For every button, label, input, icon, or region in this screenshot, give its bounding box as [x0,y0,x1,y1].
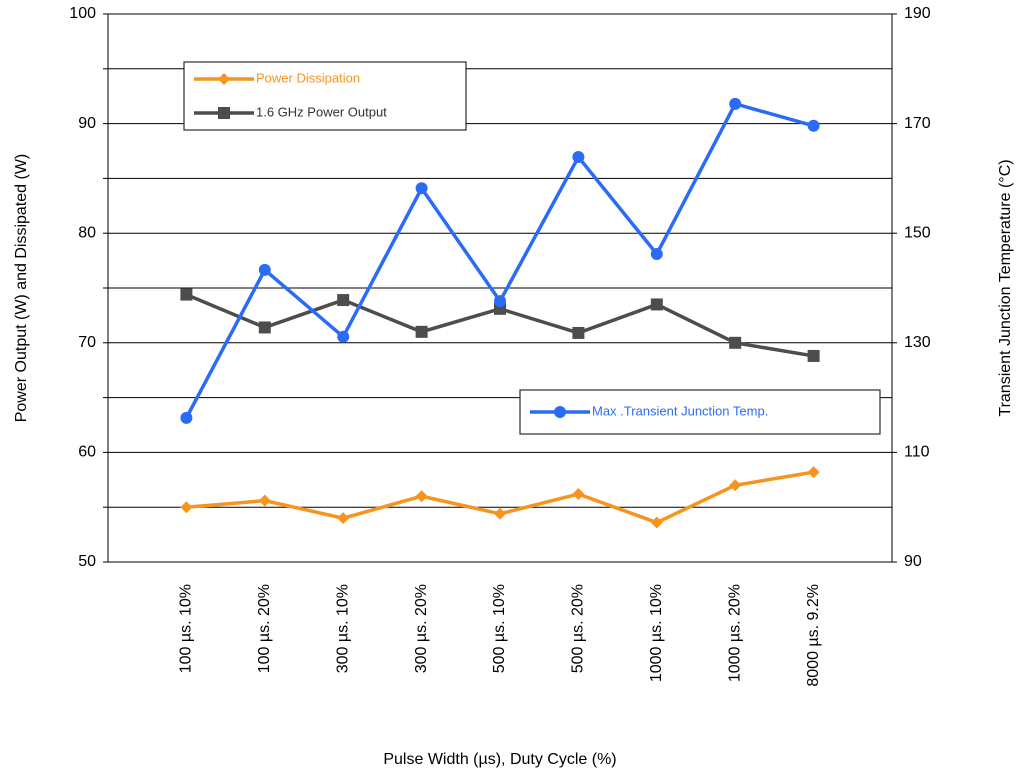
y2-tick-label: 110 [904,444,930,461]
x-axis-title: Pulse Width (µs), Duty Cycle (%) [383,751,616,768]
point [218,107,230,119]
y-tick-label: 90 [78,115,96,132]
point [650,516,663,529]
x-tick-label: 500 µs. 10% [491,584,508,673]
point [807,466,820,479]
point [807,349,820,362]
y2-tick-label: 150 [904,224,931,241]
plot-frame [107,13,893,563]
series-line [184,101,815,419]
y-tick-label: 50 [78,553,96,570]
x-tick-label: 100 µs. 10% [178,584,195,673]
point [415,490,428,503]
point [180,411,193,424]
point [258,321,271,334]
point [180,501,193,514]
legend-label: Power Dissipation [256,70,360,85]
point [650,298,663,311]
point [258,263,271,276]
point [415,182,428,195]
x-tick-label: 1000 µs. 10% [648,584,665,682]
x-tick-label: 300 µs. 10% [334,584,351,673]
legend [519,389,881,435]
x-tick-label: 1000 µs. 20% [726,584,743,682]
point [337,512,350,525]
point [729,336,742,349]
point [729,97,742,110]
x-tick-label: 100 µs. 20% [256,584,273,673]
point [494,507,506,520]
y-tick-label: 60 [78,444,96,461]
y-tick-label: 100 [69,5,96,22]
point [258,494,271,507]
x-tick-label: 500 µs. 20% [570,584,587,673]
point [180,288,193,301]
point [572,488,585,501]
point [337,294,350,307]
point [807,119,820,132]
legend [183,61,467,131]
point [554,406,566,418]
y-axis-title: Power Output (W) and Dissipated (W) [13,154,30,423]
point [729,479,742,492]
point [218,73,230,85]
point [572,151,585,164]
x-tick-label: 8000 µs. 9.2% [805,584,822,687]
y-tick-label: 80 [78,224,96,241]
y2-tick-label: 190 [904,5,931,22]
y2-axis-title: Transient Junction Temperature (°C) [997,159,1014,416]
point [650,248,663,261]
y2-tick-label: 90 [904,553,922,570]
point [494,295,506,308]
legend-label: Max .Transient Junction Temp. [592,403,768,418]
point [572,326,585,339]
y-tick-label: 70 [78,334,96,351]
legend-label: 1.6 GHz Power Output [256,104,387,119]
y2-tick-label: 130 [904,334,931,351]
x-tick-label: 300 µs. 20% [413,584,430,673]
y2-tick-label: 170 [904,115,931,132]
point [337,330,350,343]
point [415,325,428,338]
